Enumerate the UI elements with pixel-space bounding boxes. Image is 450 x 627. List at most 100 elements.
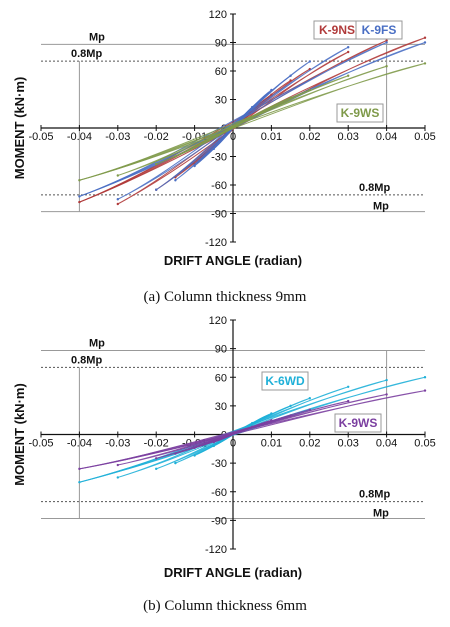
y-tick-label: -30 <box>211 458 227 470</box>
legend-label: K-9NS <box>319 23 355 37</box>
x-tick-label: 0.05 <box>414 438 435 450</box>
data-point <box>174 155 177 158</box>
data-point <box>116 463 120 467</box>
data-point <box>385 41 388 44</box>
data-point <box>193 454 196 457</box>
data-point <box>347 50 350 54</box>
data-point <box>308 88 311 92</box>
x-tick-label: 0.02 <box>299 131 320 143</box>
y-tick-label: 60 <box>215 66 227 78</box>
figure-caption: (b) Column thickness 6mm <box>143 598 307 614</box>
legend-box <box>334 413 382 433</box>
data-point <box>385 39 388 42</box>
x-tick-label: 0.05 <box>414 131 435 143</box>
data-point <box>78 200 81 204</box>
x-tick-label: 0.01 <box>261 131 282 143</box>
x-tick-label: -0.04 <box>67 131 92 143</box>
reference-label: 0.8Mp <box>359 182 390 194</box>
figure-caption: (a) Column thickness 9mm <box>144 289 307 305</box>
data-point <box>423 62 427 65</box>
x-tick-label: 0 <box>230 131 236 143</box>
x-tick-label: 0.04 <box>376 131 397 143</box>
data-point <box>193 145 196 149</box>
y-tick-label: -90 <box>211 209 227 221</box>
x-tick-label: 0 <box>230 438 236 450</box>
y-tick-label: 30 <box>215 401 227 413</box>
reference-label: 0.8Mp <box>71 354 102 366</box>
data-point <box>78 179 81 182</box>
data-point <box>193 164 196 168</box>
reference-label: Mp <box>373 201 389 213</box>
legend-label: K-9WS <box>341 106 380 120</box>
data-point <box>308 408 311 411</box>
data-point <box>423 36 427 39</box>
y-axis-label: MOMENT (kN·m) <box>12 77 27 180</box>
data-point <box>174 461 177 465</box>
data-point <box>78 481 81 484</box>
x-tick-label: 0.03 <box>337 438 358 450</box>
reference-label: Mp <box>89 31 105 43</box>
y-tick-label: -60 <box>211 487 227 499</box>
data-point <box>423 389 427 392</box>
series-K-9WS <box>78 389 427 471</box>
data-point <box>155 457 158 460</box>
x-axis-label: DRIFT ANGLE (radian) <box>164 565 302 580</box>
x-tick-label: 0.04 <box>376 438 397 450</box>
reference-label: 0.8Mp <box>359 489 390 501</box>
data-point <box>289 414 292 417</box>
y-tick-label: -120 <box>205 237 227 249</box>
y-tick-label: -90 <box>211 515 227 527</box>
data-point <box>385 65 388 68</box>
data-point <box>308 397 311 400</box>
data-point <box>270 88 273 92</box>
data-point <box>116 202 120 206</box>
legend-label: K-9FS <box>362 23 397 37</box>
data-point <box>251 105 254 109</box>
data-point <box>385 378 388 382</box>
y-tick-label: -30 <box>211 152 227 164</box>
data-point <box>270 418 273 422</box>
data-point <box>347 74 350 77</box>
data-point <box>289 404 292 408</box>
data-point <box>385 393 388 396</box>
legend-box <box>336 103 384 123</box>
x-tick-label: 0.03 <box>337 131 358 143</box>
y-tick-label: 120 <box>209 9 227 21</box>
legend-label: K-9WS <box>339 416 378 430</box>
data-point <box>155 188 158 191</box>
data-point <box>78 195 81 198</box>
data-point <box>308 60 311 63</box>
y-tick-label: 120 <box>209 315 227 327</box>
y-tick-label: 60 <box>215 372 227 384</box>
data-point <box>116 476 120 479</box>
data-point <box>347 46 350 49</box>
legend-box <box>355 20 403 40</box>
x-tick-label: -0.02 <box>144 131 169 143</box>
data-point <box>193 446 196 450</box>
data-point <box>251 425 254 429</box>
x-tick-label: -0.04 <box>67 438 92 450</box>
data-point <box>289 96 292 99</box>
x-tick-label: -0.05 <box>28 438 53 450</box>
y-tick-label: -60 <box>211 180 227 192</box>
data-point <box>212 440 215 444</box>
data-point <box>270 105 273 109</box>
data-point <box>116 174 120 177</box>
data-point <box>270 412 273 415</box>
data-point <box>423 41 427 44</box>
data-point <box>155 467 158 471</box>
x-tick-label: 0.02 <box>299 438 320 450</box>
data-point <box>212 147 215 151</box>
y-tick-label: 90 <box>215 344 227 356</box>
x-tick-label: 0.01 <box>261 438 282 450</box>
y-tick-label: 90 <box>215 38 227 50</box>
y-axis-label: MOMENT (kN·m) <box>12 383 27 486</box>
data-point <box>289 79 292 82</box>
data-point <box>174 452 177 455</box>
data-point <box>251 117 254 120</box>
data-point <box>423 376 427 379</box>
series-K-9WS <box>78 62 427 182</box>
x-tick-label: -0.02 <box>144 438 169 450</box>
